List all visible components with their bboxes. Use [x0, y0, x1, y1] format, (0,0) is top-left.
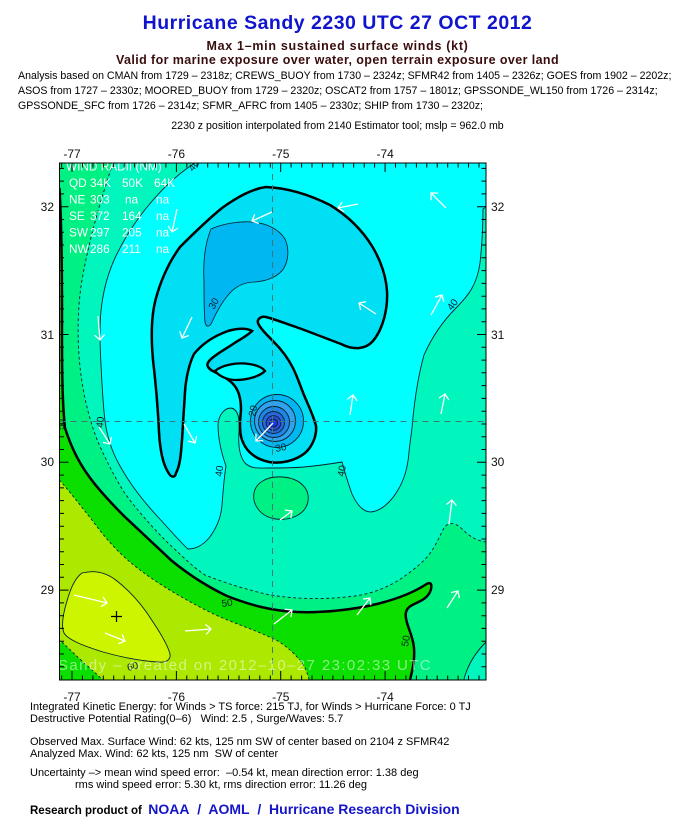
svg-text:29: 29 [41, 583, 55, 597]
svg-text:-74: -74 [377, 690, 395, 704]
svg-text:40: 40 [214, 465, 226, 478]
svg-text:30: 30 [207, 296, 222, 311]
svg-text:-76: -76 [168, 147, 186, 161]
svg-text:WIND RADII (NM): WIND RADII (NM) [66, 160, 162, 174]
svg-text:-77: -77 [63, 147, 81, 161]
svg-text:50: 50 [221, 597, 234, 610]
svg-text:20: 20 [247, 404, 260, 418]
svg-text:29: 29 [491, 583, 505, 597]
svg-text:31: 31 [491, 328, 505, 342]
svg-text:-75: -75 [272, 690, 290, 704]
svg-text:32: 32 [41, 200, 55, 214]
svg-text:-77: -77 [63, 690, 81, 704]
svg-text:30: 30 [491, 455, 505, 469]
svg-text:Sandy – created on 2012–10–27: Sandy – created on 2012–10–27 23:02:33 U… [58, 657, 432, 674]
svg-text:-76: -76 [168, 690, 186, 704]
svg-text:31: 31 [41, 328, 55, 342]
svg-text:30: 30 [274, 442, 288, 455]
svg-text:30: 30 [41, 455, 55, 469]
svg-text:40: 40 [187, 158, 203, 174]
svg-text:-75: -75 [272, 147, 290, 161]
svg-text:40: 40 [336, 464, 349, 477]
svg-text:60: 60 [126, 660, 140, 673]
svg-text:-74: -74 [377, 147, 395, 161]
svg-text:40: 40 [95, 416, 107, 428]
svg-text:50: 50 [400, 634, 413, 647]
svg-text:32: 32 [491, 200, 505, 214]
